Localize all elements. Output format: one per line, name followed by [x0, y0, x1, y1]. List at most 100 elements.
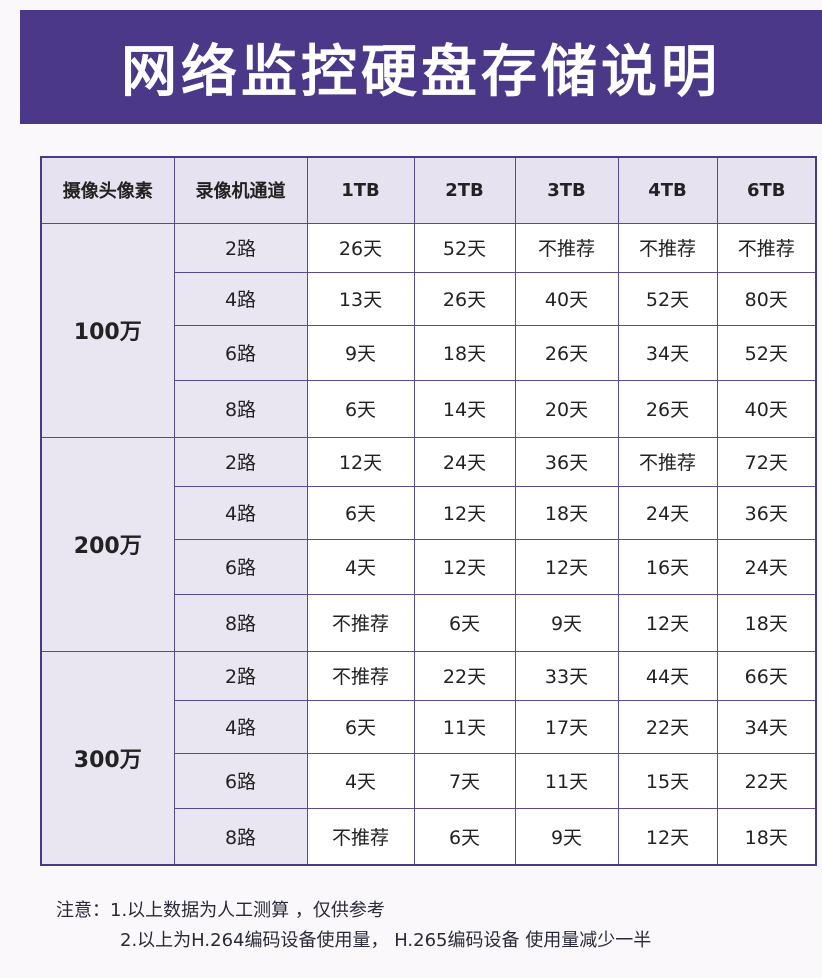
header-4tb: 4TB	[617, 156, 718, 224]
retention-cell: 6天	[306, 485, 415, 540]
resolution-cell: 200万	[40, 436, 175, 652]
retention-cell: 6天	[413, 807, 516, 866]
resolution-cell: 100万	[40, 222, 175, 438]
retention-cell: 52天	[716, 324, 817, 381]
retention-cell: 20天	[514, 379, 619, 438]
retention-cell: 不推荐	[617, 436, 718, 487]
header-channels: 录像机通道	[173, 156, 308, 224]
retention-cell: 11天	[413, 699, 516, 754]
retention-cell: 80天	[716, 271, 817, 326]
table-row: 6路 9天 18天 26天 34天 52天	[41, 324, 817, 381]
table-row: 8路 不推荐 6天 9天 12天 18天	[41, 593, 817, 652]
retention-cell: 52天	[617, 271, 718, 326]
channel-cell: 2路	[173, 436, 308, 487]
channel-cell: 2路	[173, 222, 308, 273]
retention-cell: 12天	[617, 807, 718, 866]
retention-cell: 13天	[306, 271, 415, 326]
channel-cell: 4路	[173, 699, 308, 754]
retention-cell: 22天	[413, 650, 516, 701]
table-row: 8路 6天 14天 20天 26天 40天	[41, 379, 817, 438]
retention-cell: 12天	[617, 593, 718, 652]
channel-cell: 8路	[173, 379, 308, 438]
table-row: 4路 6天 11天 17天 22天 34天	[41, 699, 817, 754]
page-title: 网络监控硬盘存储说明	[121, 39, 721, 105]
retention-cell: 26天	[306, 222, 415, 273]
retention-cell: 7天	[413, 752, 516, 809]
channel-cell: 8路	[173, 593, 308, 652]
storage-table: 摄像头像素 录像机通道 1TB 2TB 3TB 4TB 6TB 100万 2路 26…	[40, 156, 817, 866]
retention-cell: 44天	[617, 650, 718, 701]
retention-cell: 24天	[413, 436, 516, 487]
header-1tb: 1TB	[306, 156, 415, 224]
retention-cell: 36天	[716, 485, 817, 540]
table-header-row: 摄像头像素 录像机通道 1TB 2TB 3TB 4TB 6TB	[40, 156, 817, 224]
storage-table-container: 摄像头像素 录像机通道 1TB 2TB 3TB 4TB 6TB 100万 2路 26…	[40, 156, 817, 866]
header-resolution: 摄像头像素	[40, 156, 175, 224]
table-row: 300万 2路 不推荐 22天 33天 44天 66天	[40, 650, 817, 866]
table-row: 6路 4天 12天 12天 16天 24天	[41, 538, 817, 595]
title-banner: 网络监控硬盘存储说明	[20, 10, 822, 124]
retention-cell: 9天	[514, 593, 619, 652]
retention-cell: 18天	[716, 593, 817, 652]
retention-cell: 12天	[413, 485, 516, 540]
retention-cell: 18天	[413, 324, 516, 381]
table-row: 4路 13天 26天 40天 52天 80天	[41, 271, 817, 326]
retention-cell: 14天	[413, 379, 516, 438]
retention-cell: 9天	[306, 324, 415, 381]
retention-cell: 16天	[617, 538, 718, 595]
retention-cell: 12天	[306, 436, 415, 487]
retention-cell: 不推荐	[306, 650, 415, 701]
retention-cell: 33天	[514, 650, 619, 701]
note-line-2: 2.以上为H.264编码设备使用量， H.265编码设备 使用量减少一半	[120, 930, 652, 951]
retention-cell: 40天	[514, 271, 619, 326]
channel-cell: 4路	[173, 485, 308, 540]
table-row: 200万 2路 12天 24天 36天 不推荐 72天	[40, 436, 817, 652]
retention-cell: 6天	[413, 593, 516, 652]
retention-cell: 不推荐	[306, 593, 415, 652]
retention-cell: 18天	[716, 807, 817, 866]
retention-cell: 40天	[716, 379, 817, 438]
retention-cell: 36天	[514, 436, 619, 487]
table-body: 100万 2路 26天 52天 不推荐 不推荐 不推荐 4路 13天 26天 40天 52天 80天 6路…	[40, 222, 817, 866]
header-2tb: 2TB	[413, 156, 516, 224]
channel-cell: 4路	[173, 271, 308, 326]
retention-cell: 不推荐	[514, 222, 619, 273]
table-row: 8路 不推荐 6天 9天 12天 18天	[41, 807, 817, 866]
header-3tb: 3TB	[514, 156, 619, 224]
retention-cell: 12天	[413, 538, 516, 595]
retention-cell: 17天	[514, 699, 619, 754]
notes: 注意：1.以上数据为人工测算 ，仅供参考 2.以上为H.264编码设备使用量， …	[56, 896, 651, 956]
retention-cell: 26天	[413, 271, 516, 326]
retention-cell: 34天	[617, 324, 718, 381]
retention-cell: 22天	[617, 699, 718, 754]
retention-cell: 52天	[413, 222, 516, 273]
retention-cell: 4天	[306, 538, 415, 595]
note-line-1: 注意：1.以上数据为人工测算 ，仅供参考	[56, 900, 385, 921]
retention-cell: 不推荐	[306, 807, 415, 866]
resolution-cell: 300万	[40, 650, 175, 866]
retention-cell: 6天	[306, 699, 415, 754]
header-6tb: 6TB	[716, 156, 817, 224]
table-row: 4路 6天 12天 18天 24天 36天	[41, 485, 817, 540]
retention-cell: 12天	[514, 538, 619, 595]
retention-cell: 72天	[716, 436, 817, 487]
retention-cell: 6天	[306, 379, 415, 438]
retention-cell: 不推荐	[716, 222, 817, 273]
retention-cell: 18天	[514, 485, 619, 540]
channel-cell: 6路	[173, 324, 308, 381]
retention-cell: 4天	[306, 752, 415, 809]
channel-cell: 2路	[173, 650, 308, 701]
retention-cell: 66天	[716, 650, 817, 701]
table-row: 100万 2路 26天 52天 不推荐 不推荐 不推荐	[40, 222, 817, 438]
retention-cell: 11天	[514, 752, 619, 809]
retention-cell: 26天	[617, 379, 718, 438]
channel-cell: 6路	[173, 538, 308, 595]
retention-cell: 34天	[716, 699, 817, 754]
retention-cell: 22天	[716, 752, 817, 809]
retention-cell: 26天	[514, 324, 619, 381]
retention-cell: 不推荐	[617, 222, 718, 273]
channel-cell: 8路	[173, 807, 308, 866]
retention-cell: 15天	[617, 752, 718, 809]
retention-cell: 9天	[514, 807, 619, 866]
